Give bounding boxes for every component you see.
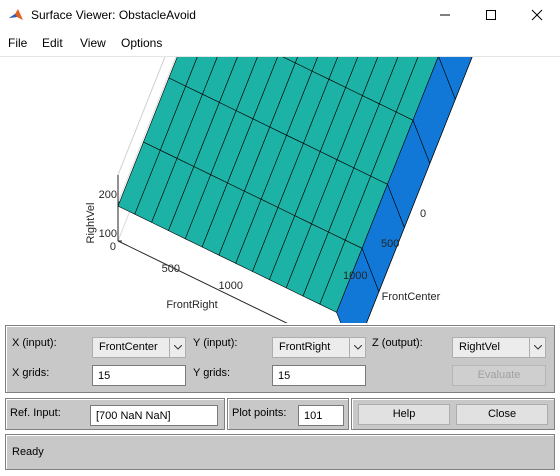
window-title: Surface Viewer: ObstacleAvoid xyxy=(31,8,196,22)
evaluate-button[interactable]: Evaluate xyxy=(452,365,546,386)
z-tick-label: 100 xyxy=(99,228,117,240)
z-axis-label: RightVel xyxy=(85,203,97,244)
surface-patch xyxy=(438,57,473,101)
y-tick-label: 0 xyxy=(110,241,116,253)
chevron-down-icon xyxy=(349,338,365,357)
axis-settings-panel: X (input): FrontCenter Y (input): FrontR… xyxy=(5,325,555,393)
x-tick-label: 1000 xyxy=(343,270,367,282)
status-bar: Ready xyxy=(5,434,555,470)
y-axis-label: FrontRight xyxy=(166,299,217,311)
menu-file[interactable]: File xyxy=(8,36,28,50)
x-grids-input[interactable]: 15 xyxy=(92,365,186,386)
plot-points-input[interactable]: 101 xyxy=(298,405,344,426)
y-tick-label: 1000 xyxy=(219,280,243,292)
y-grids-label: Y grids: xyxy=(193,367,231,379)
ref-input-panel: Ref. Input: [700 NaN NaN] xyxy=(5,398,225,430)
x-grids-label: X grids: xyxy=(12,367,50,379)
x-tick-label: 500 xyxy=(381,238,399,250)
plot-points-panel: Plot points: 101 xyxy=(227,398,349,430)
close-button[interactable]: Close xyxy=(456,404,548,425)
x-axis-label: FrontCenter xyxy=(382,291,441,303)
y-input-label: Y (input): xyxy=(193,337,238,349)
ref-input-label: Ref. Input: xyxy=(10,407,61,419)
close-icon xyxy=(531,9,543,21)
maximize-button[interactable] xyxy=(468,0,514,30)
y-axis-line xyxy=(117,240,288,323)
y-input-select[interactable]: FrontRight xyxy=(272,337,366,358)
y-input-value: FrontRight xyxy=(279,341,331,353)
ref-input-field[interactable]: [700 NaN NaN] xyxy=(90,405,218,426)
menu-bar: File Edit View Options xyxy=(0,33,560,53)
minimize-icon xyxy=(440,14,450,16)
status-text: Ready xyxy=(12,446,44,458)
y-tick-label: 500 xyxy=(162,263,180,275)
title-bar: Surface Viewer: ObstacleAvoid xyxy=(0,0,560,30)
menu-options[interactable]: Options xyxy=(121,36,163,50)
surface-plot-area[interactable]: RightVel 100 200 0 500 1000 FrontRight 0… xyxy=(0,56,560,323)
x-input-value: FrontCenter xyxy=(99,341,158,353)
surface-plot[interactable]: RightVel 100 200 0 500 1000 FrontRight 0… xyxy=(0,57,560,323)
z-output-label: Z (output): xyxy=(372,337,423,349)
help-button[interactable]: Help xyxy=(358,404,450,425)
z-tick-label: 200 xyxy=(99,189,117,201)
x-tick-label: 0 xyxy=(420,208,426,220)
chevron-down-icon xyxy=(529,338,545,357)
z-output-select[interactable]: RightVel xyxy=(452,337,546,358)
close-window-button[interactable] xyxy=(514,0,560,30)
x-input-select[interactable]: FrontCenter xyxy=(92,337,186,358)
plot-points-label: Plot points: xyxy=(232,407,287,419)
menu-edit[interactable]: Edit xyxy=(42,36,63,50)
maximize-icon xyxy=(486,10,496,20)
z-output-value: RightVel xyxy=(459,341,500,353)
minimize-button[interactable] xyxy=(422,0,468,30)
x-input-label: X (input): xyxy=(12,337,57,349)
menu-view[interactable]: View xyxy=(80,36,106,50)
chevron-down-icon xyxy=(169,338,185,357)
y-grids-input[interactable]: 15 xyxy=(272,365,366,386)
action-buttons-panel: Help Close xyxy=(351,398,555,430)
matlab-icon xyxy=(9,9,23,20)
